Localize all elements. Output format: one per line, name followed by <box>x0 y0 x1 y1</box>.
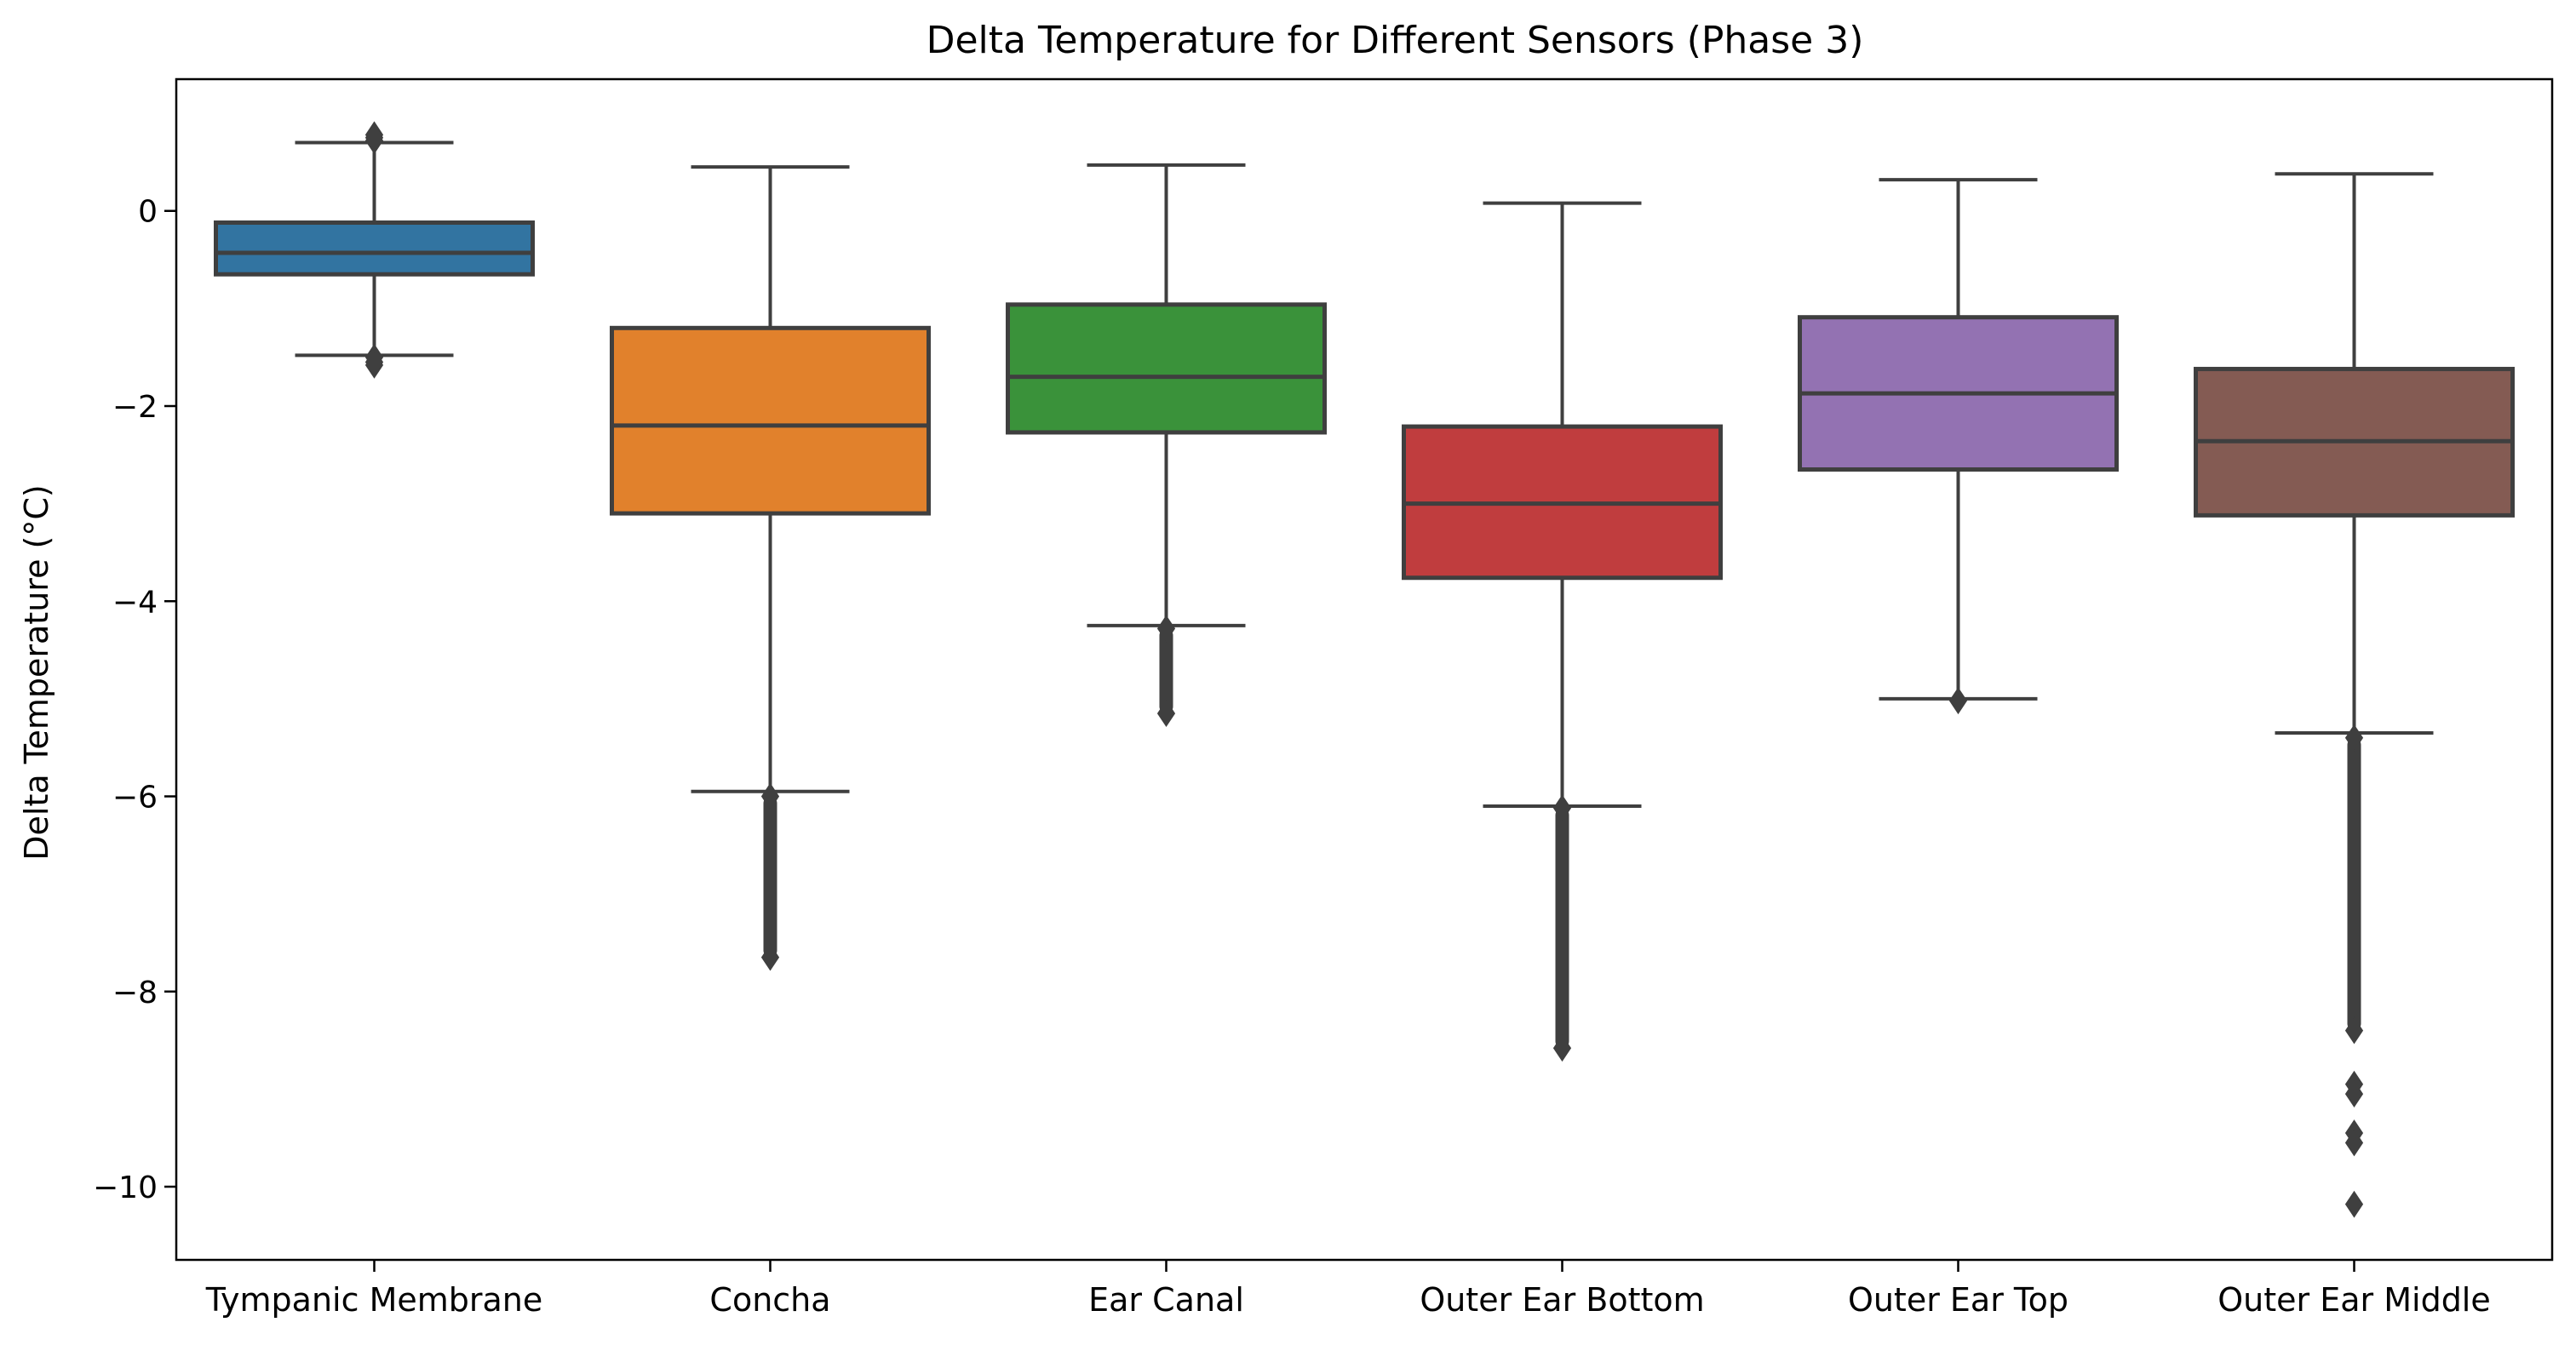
ear-canal-outlier-point <box>1156 700 1176 727</box>
outer-ear-middle-outlier-point <box>2344 1016 2364 1045</box>
ear-canal-outlier-point <box>1156 615 1176 643</box>
chart-title: Delta Temperature for Different Sensors … <box>927 19 1864 62</box>
x-tick-label: Outer Ear Top <box>1848 1281 2068 1319</box>
y-tick-label: −4 <box>112 585 158 620</box>
tympanic-membrane-box <box>214 220 535 277</box>
x-tick-label: Outer Ear Middle <box>2217 1281 2491 1319</box>
x-tick-label: Outer Ear Bottom <box>1420 1281 1704 1319</box>
concha-outlier-point <box>760 943 780 971</box>
y-tick-label: 0 <box>138 195 158 230</box>
y-tick-label: −10 <box>93 1170 158 1205</box>
outer-ear-middle-outlier-point <box>2344 724 2364 752</box>
outer-ear-middle-outlier-point <box>2344 1190 2364 1218</box>
plot-frame <box>175 77 2554 1262</box>
outer-ear-middle-outlier-point <box>2344 1080 2364 1108</box>
x-tick-label: Concha <box>709 1281 830 1319</box>
plot-area: 0 −2 −4 −6 −8 −10 Tympanic Membrane Concha Ear C… <box>93 121 2515 1319</box>
concha-outlier-point <box>760 782 780 810</box>
outer-ear-middle-outlier-band <box>2347 737 2361 1031</box>
ear-canal-outlier-band <box>1159 628 1173 714</box>
tympanic-membrane-outlier-point <box>364 127 384 155</box>
y-tick-label: −2 <box>112 390 158 425</box>
ear-canal-box <box>1006 302 1327 435</box>
outer-ear-bottom-outlier-band <box>1555 808 1569 1049</box>
tympanic-membrane-outlier-point <box>364 351 384 379</box>
outer-ear-bottom-outlier-point <box>1552 1034 1572 1062</box>
y-tick-label: −6 <box>112 781 158 816</box>
x-tick-label: Ear Canal <box>1088 1281 1244 1319</box>
y-axis-label: Delta Temperature (°C) <box>18 484 55 860</box>
x-tick-label: Tympanic Membrane <box>205 1281 543 1319</box>
y-tick-label: −8 <box>112 976 158 1010</box>
concha-box <box>610 325 931 516</box>
outer-ear-bottom-outlier-point <box>1552 794 1572 822</box>
outer-ear-top-outlier-point <box>1948 687 1968 715</box>
concha-outlier-band <box>763 796 777 958</box>
outer-ear-middle-outlier-point <box>2344 1129 2364 1157</box>
